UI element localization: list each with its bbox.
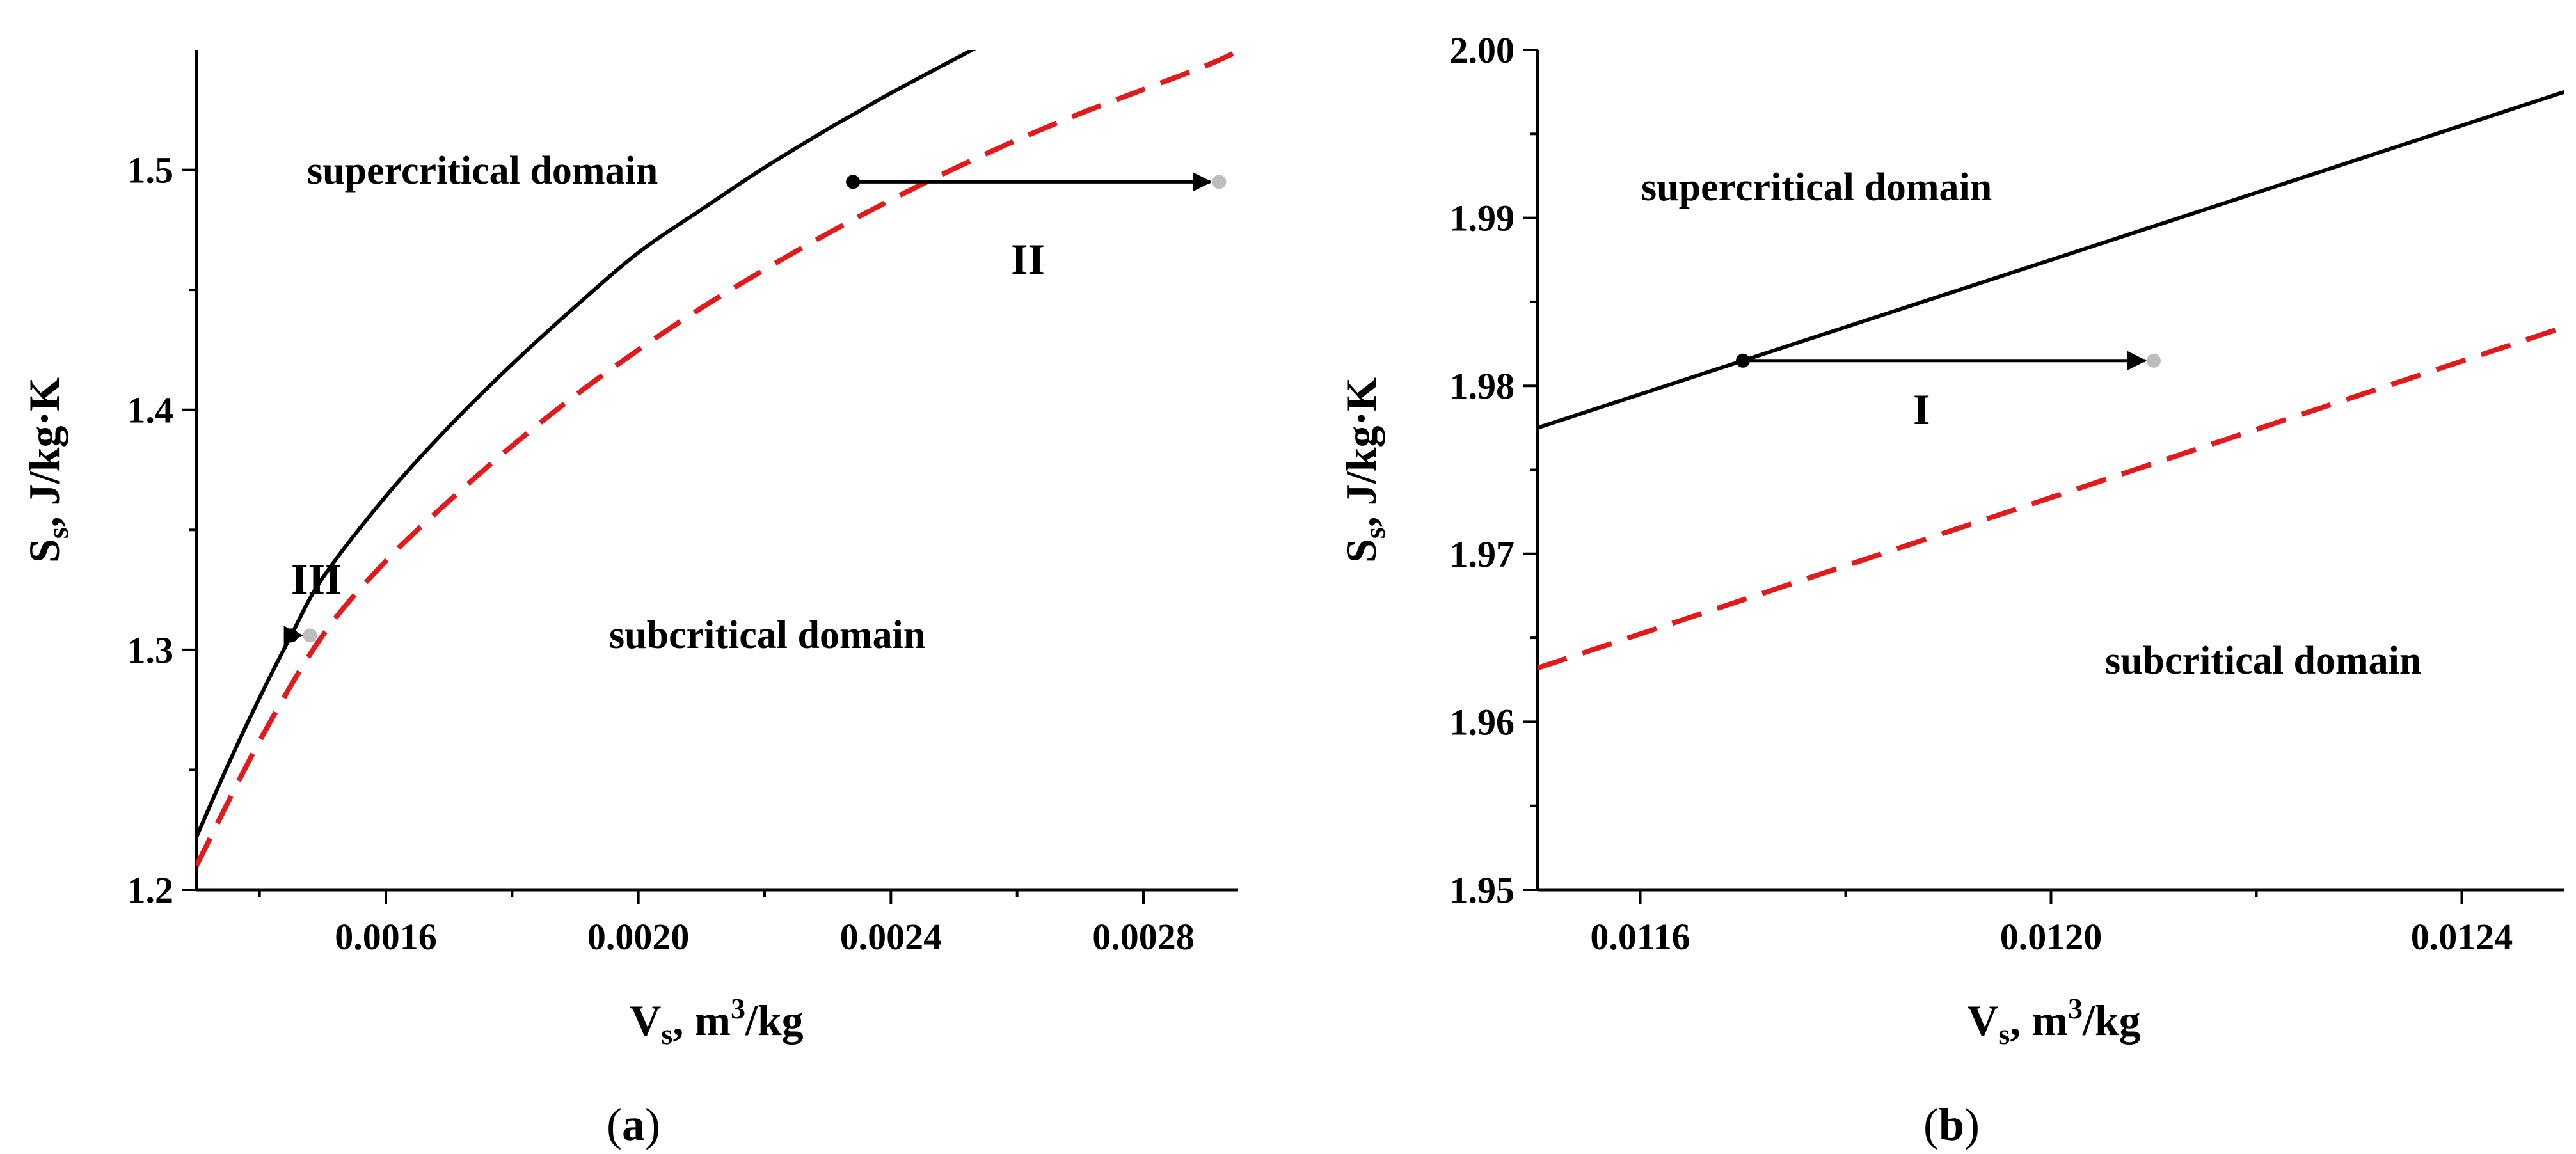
annotation-b-subcritical: subcritical domain xyxy=(2105,639,2421,683)
path-end-point-a-0 xyxy=(1212,175,1227,189)
panel-caption-b: (b) xyxy=(1923,1099,1980,1150)
x-tick-label-a-3: 0.0028 xyxy=(1092,916,1195,958)
path-start-point-b-0 xyxy=(1736,353,1750,368)
x-tick-label-b-1: 0.0120 xyxy=(2000,916,2103,958)
annotation-b-supercritical: supercritical domain xyxy=(1641,166,1992,209)
subcritical-boundary-curve-a xyxy=(196,50,1238,867)
path-start-point-a-1 xyxy=(284,628,298,643)
y-tick-label-b-2: 1.97 xyxy=(1450,534,1515,575)
y-tick-label-a-0: 1.2 xyxy=(127,869,174,911)
y-tick-label-a-2: 1.4 xyxy=(127,390,174,431)
chart-b: 0.0116 0.0120 0.0124 1.95 1.96 1.97 1.98 1.99 2.… xyxy=(1337,29,2564,1150)
x-tick-label-b-2: 0.0124 xyxy=(2411,916,2513,958)
y-tick-label-b-0: 1.95 xyxy=(1450,869,1515,911)
path-start-point-a-0 xyxy=(846,175,861,189)
path-label-III: III xyxy=(291,555,342,603)
path-end-point-a-1 xyxy=(303,628,317,643)
x-axis-title-b: Vs, m3/kg xyxy=(1967,992,2140,1050)
path-label-I: I xyxy=(1913,385,1930,434)
annotation-a-supercritical: supercritical domain xyxy=(307,149,658,193)
y-tick-label-a-3: 1.5 xyxy=(127,150,174,191)
x-tick-label-a-2: 0.0024 xyxy=(840,916,942,958)
x-tick-label-b-0: 0.0116 xyxy=(1590,916,1690,958)
supercritical-boundary-curve-b xyxy=(1538,90,2564,430)
y-axis-title-b: Ss, J/kg·K xyxy=(1337,377,1391,563)
y-tick-label-b-1: 1.96 xyxy=(1450,701,1515,743)
x-tick-label-a-1: 0.0020 xyxy=(587,916,690,958)
y-tick-label-b-5: 2.00 xyxy=(1450,29,1515,71)
y-tick-label-a-1: 1.3 xyxy=(127,629,174,671)
supercritical-boundary-curve-a xyxy=(196,50,976,838)
x-axis-title-a: Vs, m3/kg xyxy=(630,992,803,1050)
subcritical-boundary-curve-b xyxy=(1538,324,2564,671)
y-axis-title-a: Ss, J/kg·K xyxy=(20,377,74,563)
y-tick-label-b-3: 1.98 xyxy=(1450,365,1515,407)
chart-a: 0.0016 0.0020 0.0024 0.0028 1.2 1.3 1.4 1.5 sup… xyxy=(20,50,1238,1150)
path-label-II: II xyxy=(1011,235,1045,283)
panel-caption-a: (a) xyxy=(607,1099,660,1150)
y-tick-label-b-4: 1.99 xyxy=(1450,198,1515,239)
path-end-point-b-0 xyxy=(2147,353,2161,368)
annotation-a-subcritical: subcritical domain xyxy=(609,613,925,657)
x-tick-label-a-0: 0.0016 xyxy=(335,916,437,958)
